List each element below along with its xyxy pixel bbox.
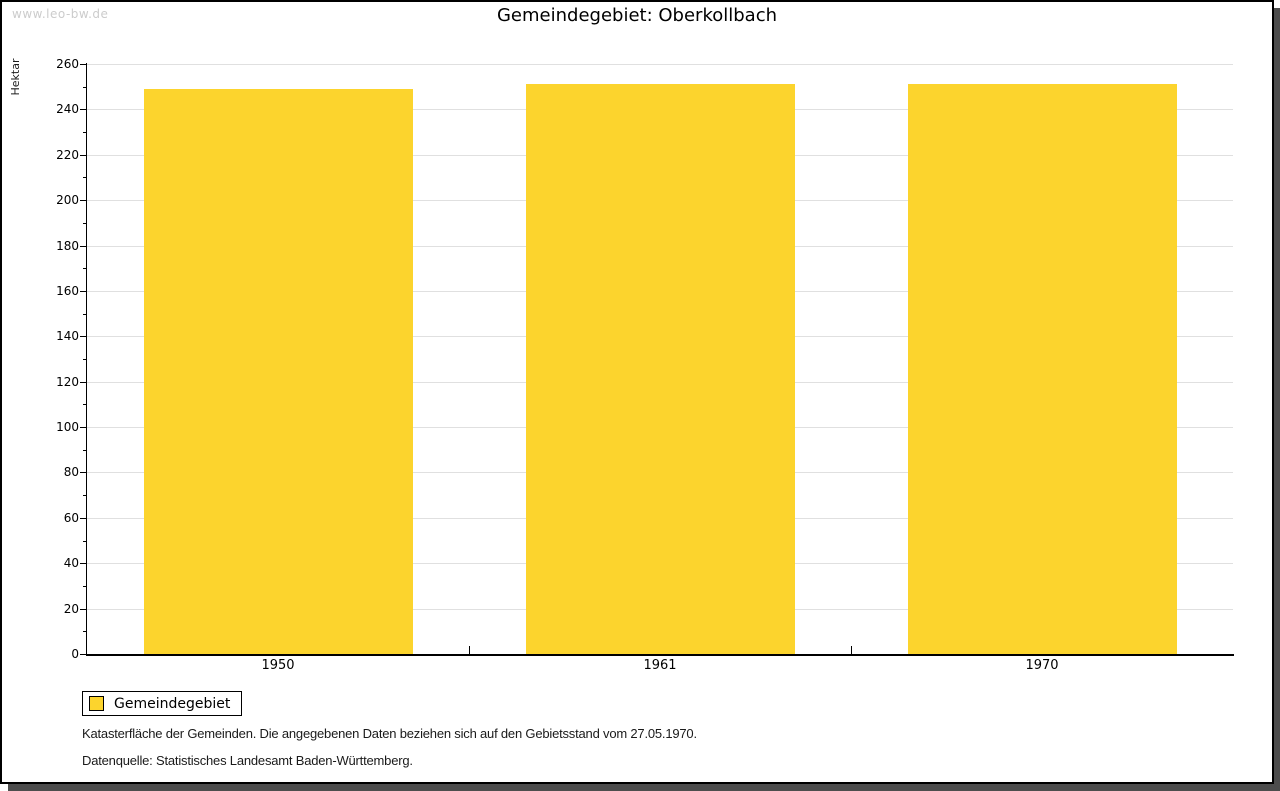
x-axis-tick-label: 1961 (643, 658, 677, 673)
x-axis-category-tick (469, 646, 470, 654)
y-axis-major-tick (80, 563, 87, 565)
y-axis-major-tick (80, 154, 87, 156)
y-axis-title: Hektar (9, 58, 22, 96)
y-axis-line (86, 63, 87, 655)
y-axis-major-tick (80, 608, 87, 610)
x-axis-line (86, 654, 1234, 656)
y-axis-major-tick (80, 290, 87, 292)
y-axis-minor-tick (83, 268, 87, 270)
x-axis-tick-label: 1950 (261, 658, 295, 673)
legend-color-swatch (89, 696, 104, 711)
y-axis-tick-label: 220 (56, 147, 79, 162)
y-axis-tick-label: 0 (71, 647, 79, 661)
y-axis-minor-tick (83, 86, 87, 88)
bar-1970 (907, 84, 1177, 654)
y-axis-tick-label: 200 (56, 193, 79, 208)
footnote-source-note: Katasterfläche der Gemeinden. Die angege… (82, 726, 697, 741)
y-axis-tick-label: 60 (63, 510, 79, 525)
x-axis-tick-label: 1970 (1025, 658, 1059, 673)
y-axis-tick-label: 80 (63, 465, 79, 480)
y-axis-major-tick (80, 64, 87, 65)
y-axis-major-tick (80, 336, 87, 338)
y-axis-tick-label: 140 (56, 329, 79, 344)
y-axis-major-tick (80, 472, 87, 474)
y-axis-minor-tick (83, 585, 87, 587)
y-axis-minor-tick (83, 404, 87, 406)
y-axis-major-tick (80, 200, 87, 202)
y-axis-major-tick (80, 427, 87, 429)
canvas-shadow-right (1274, 8, 1280, 791)
y-axis-major-tick (80, 381, 87, 383)
y-axis-tick-label: 120 (56, 374, 79, 389)
x-axis-category-tick (851, 646, 852, 654)
y-axis-minor-tick (83, 313, 87, 315)
y-axis-minor-tick (83, 540, 87, 542)
footnote-data-source: Datenquelle: Statistisches Landesamt Bad… (82, 753, 413, 768)
y-axis-tick-label: 160 (56, 283, 79, 298)
y-axis-tick-label: 180 (56, 238, 79, 253)
y-axis-minor-tick (83, 495, 87, 497)
y-axis-minor-tick (83, 132, 87, 134)
y-axis-minor-tick (83, 359, 87, 360)
y-axis-tick-label: 260 (56, 57, 79, 71)
y-axis-tick-label: 20 (63, 601, 79, 616)
legend: Gemeindegebiet (82, 691, 243, 716)
gridline (87, 64, 1233, 65)
canvas-shadow-bottom (8, 784, 1280, 791)
y-axis-minor-tick (83, 449, 87, 451)
chart-title: Gemeindegebiet: Oberkollbach (496, 5, 777, 26)
y-axis-minor-tick (83, 177, 87, 179)
y-axis-tick-label: 240 (56, 102, 79, 117)
legend-label: Gemeindegebiet (114, 695, 231, 712)
y-axis-major-tick (80, 654, 87, 655)
watermark-leo-bw: www.leo-bw.de (12, 7, 109, 21)
y-axis-major-tick (80, 245, 87, 247)
y-axis-major-tick (80, 109, 87, 111)
bar-1950 (143, 88, 413, 654)
y-axis-major-tick (80, 517, 87, 519)
bar-1961 (525, 84, 795, 654)
y-axis-minor-tick (83, 222, 87, 224)
y-axis-tick-label: 100 (56, 420, 79, 435)
y-axis-tick-label: 40 (63, 556, 79, 571)
y-axis-minor-tick (83, 631, 87, 633)
